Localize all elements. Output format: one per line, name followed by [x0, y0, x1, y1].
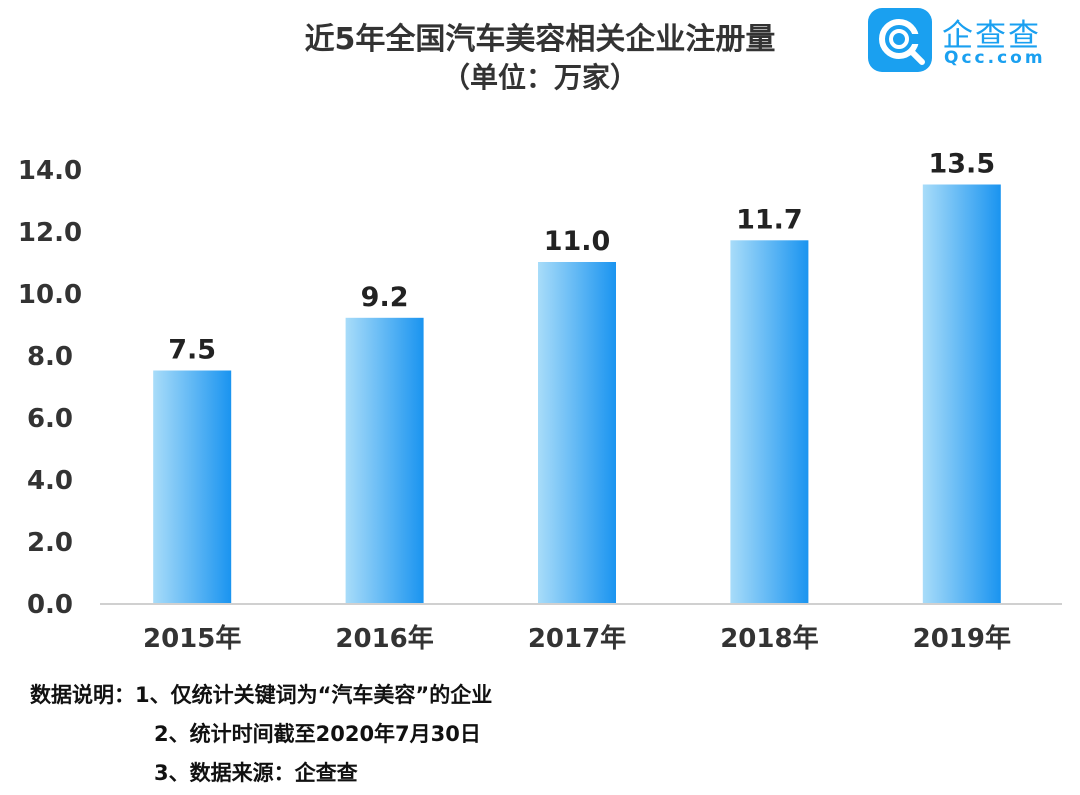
x-tick-label: 2017年: [528, 623, 626, 654]
note-item-1: 数据说明：1、仅统计关键词为“汽车美容”的企业: [30, 676, 492, 715]
bar-2016年: [345, 317, 424, 603]
y-tick-label: 10.0: [18, 280, 82, 310]
y-tick-label: 0.0: [27, 590, 73, 620]
x-tick-label: 2016年: [335, 623, 433, 654]
bar-2018年: [730, 240, 809, 604]
data-notes: 数据说明：1、仅统计关键词为“汽车美容”的企业 2、统计时间截至2020年7月3…: [30, 676, 492, 793]
y-tick-label: 8.0: [27, 342, 73, 372]
note-text-1: 1、仅统计关键词为“汽车美容”的企业: [135, 683, 493, 707]
logo-name: 企查查: [942, 18, 1041, 54]
y-tick-label: 4.0: [27, 466, 73, 496]
bar-value-label: 7.5: [168, 335, 216, 366]
notes-prefix: 数据说明：: [30, 683, 135, 707]
chart-subtitle: （单位：万家）: [441, 61, 638, 94]
bar-2019年: [922, 184, 1001, 603]
bar-value-label: 13.5: [928, 149, 995, 180]
note-text-3: 3、数据来源：企查查: [154, 761, 358, 785]
note-text-2: 2、统计时间截至2020年7月30日: [154, 722, 481, 746]
y-tick-label: 14.0: [18, 156, 82, 186]
bar-value-label: 11.7: [736, 204, 803, 235]
chart-title: 近5年全国汽车美容相关企业注册量: [304, 22, 776, 57]
qcc-logo: 企查查 Qcc.com: [868, 8, 1068, 72]
bar-value-label: 11.0: [544, 226, 611, 257]
bar-2017年: [538, 262, 616, 603]
bar-value-label: 9.2: [361, 282, 409, 313]
bar-chart: 0.0 2.0 4.0 6.0 8.0 10.0 12.0 14.0 7.5 9.2 11.0 11…: [18, 149, 1062, 654]
x-tick-label: 2015年: [143, 623, 241, 654]
qcc-logo-icon: [868, 8, 932, 72]
y-tick-label: 12.0: [18, 218, 82, 248]
y-tick-label: 2.0: [27, 528, 73, 558]
note-item-3: 3、数据来源：企查查: [30, 754, 492, 793]
x-tick-label: 2018年: [720, 623, 818, 654]
y-tick-label: 6.0: [27, 404, 73, 434]
bar-2015年: [153, 370, 232, 603]
note-item-2: 2、统计时间截至2020年7月30日: [30, 715, 492, 754]
x-tick-label: 2019年: [913, 623, 1011, 654]
logo-domain: Qcc.com: [944, 48, 1046, 68]
